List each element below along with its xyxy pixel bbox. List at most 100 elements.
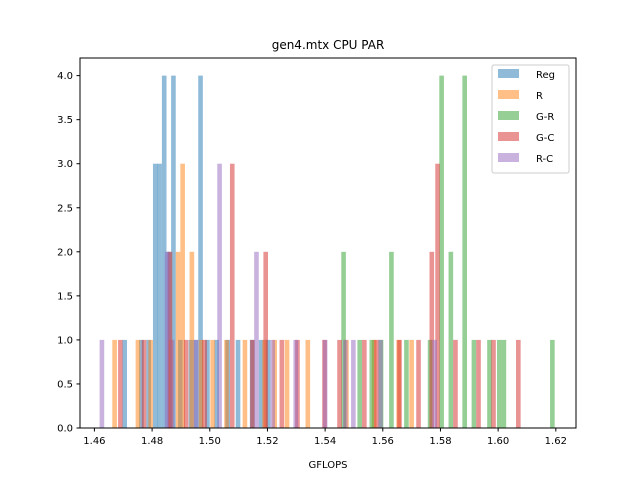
series-r-c (99, 163, 437, 428)
chart-title: gen4.mtx CPU PAR (272, 38, 385, 52)
histogram-bar (164, 251, 170, 428)
histogram-bar (180, 163, 185, 428)
histogram-bar (448, 251, 454, 428)
histogram-bar (409, 339, 414, 428)
histogram-bar (378, 339, 383, 428)
x-axis-label: GFLOPS (309, 460, 348, 471)
legend-swatch (498, 69, 519, 78)
x-tick-label: 1.62 (545, 436, 567, 447)
histogram-bar (229, 163, 235, 428)
x-tick-label: 1.54 (314, 436, 336, 447)
histogram-bar (189, 251, 195, 428)
histogram-bar (141, 339, 147, 428)
y-tick-label: 2.0 (57, 247, 73, 258)
histogram-bar (224, 339, 229, 428)
legend-swatch (498, 90, 519, 99)
histogram-bar (210, 339, 215, 428)
legend-label: R-C (536, 154, 553, 165)
y-tick-label: 0.5 (57, 379, 73, 390)
histogram-bar (171, 75, 176, 429)
y-tick-label: 2.5 (57, 203, 73, 214)
histogram-bar (118, 339, 123, 428)
legend-label: R (536, 91, 543, 102)
histogram-bar (435, 163, 440, 428)
x-tick-label: 1.48 (141, 436, 163, 447)
histogram-bar (397, 339, 402, 428)
histogram-bar (169, 339, 175, 428)
histogram-bar (357, 339, 363, 428)
y-tick-label: 1.5 (57, 291, 73, 302)
histogram-bar (439, 75, 444, 429)
histogram-bar (374, 339, 379, 428)
histogram-bar (122, 339, 127, 428)
y-tick-label: 3.5 (57, 115, 73, 126)
histogram-bar (389, 251, 394, 428)
histogram-bar (471, 339, 477, 428)
histogram-bar (516, 339, 521, 428)
x-tick-label: 1.56 (372, 436, 394, 447)
histogram-bar (343, 339, 348, 428)
histogram-bar (202, 339, 207, 428)
x-tick-label: 1.60 (487, 436, 509, 447)
histogram-bar (152, 163, 158, 428)
y-tick-label: 4.0 (57, 71, 73, 82)
histogram-bar (157, 163, 162, 428)
y-tick-label: 1.0 (57, 335, 73, 346)
histogram-bar (293, 339, 299, 428)
histogram-bar (453, 339, 458, 428)
histogram-bar (175, 251, 181, 428)
histogram-bar (258, 339, 264, 428)
histogram-bar (148, 339, 153, 428)
histogram-bar (235, 339, 241, 428)
plot-frame (79, 57, 577, 429)
histogram-bar (217, 163, 222, 428)
y-axis: 0.0 0.5 1.0 1.5 2.0 2.5 3.0 3.5 4.0 (57, 71, 80, 435)
histogram-bar (337, 339, 342, 428)
histogram-bar (279, 339, 285, 428)
legend-label: Reg (536, 70, 555, 81)
x-tick-label: 1.50 (199, 436, 221, 447)
histogram-bar (462, 75, 467, 429)
histogram-bar (351, 339, 356, 428)
legend: Reg R G-R G-C R-C (491, 64, 570, 174)
histogram-bar (429, 251, 435, 428)
histogram-bar (476, 339, 481, 428)
histogram-bar (193, 339, 199, 428)
histogram-bar (112, 339, 117, 428)
histogram-bar (99, 339, 105, 428)
histogram-bar (135, 339, 141, 428)
x-axis: 1.46 1.48 1.50 1.52 1.54 1.56 1.58 1.60 1.62 (83, 428, 567, 447)
histogram-bar (198, 75, 203, 429)
legend-swatch (498, 153, 519, 162)
histogram-bar (265, 339, 271, 428)
bars-layer (99, 75, 555, 429)
x-tick-label: 1.52 (256, 436, 278, 447)
histogram-bar (487, 339, 492, 428)
legend-label: G-R (536, 112, 554, 123)
histogram-bar (501, 339, 507, 428)
histogram-bar (161, 75, 167, 429)
histogram-bar (139, 339, 144, 428)
x-tick-label: 1.46 (83, 436, 105, 447)
histogram-bar (242, 339, 248, 428)
histogram-bar (284, 339, 290, 428)
histogram-bar (198, 339, 204, 428)
y-tick-label: 0.0 (57, 424, 73, 435)
histogram-bar (214, 339, 219, 428)
legend-swatch (498, 132, 519, 141)
histogram-bar (205, 339, 210, 428)
histogram-bar (250, 339, 255, 428)
histogram-bar (491, 339, 496, 428)
histogram-bar (550, 339, 555, 428)
legend-label: G-C (536, 133, 554, 144)
histogram-bar (369, 339, 375, 428)
histogram-bar (254, 251, 259, 428)
histogram-bar (496, 339, 502, 428)
histogram-bar (183, 339, 189, 428)
y-tick-label: 3.0 (57, 159, 73, 170)
histogram-bar (362, 339, 367, 428)
histogram-bar (404, 339, 409, 428)
histogram-bar (305, 339, 311, 428)
